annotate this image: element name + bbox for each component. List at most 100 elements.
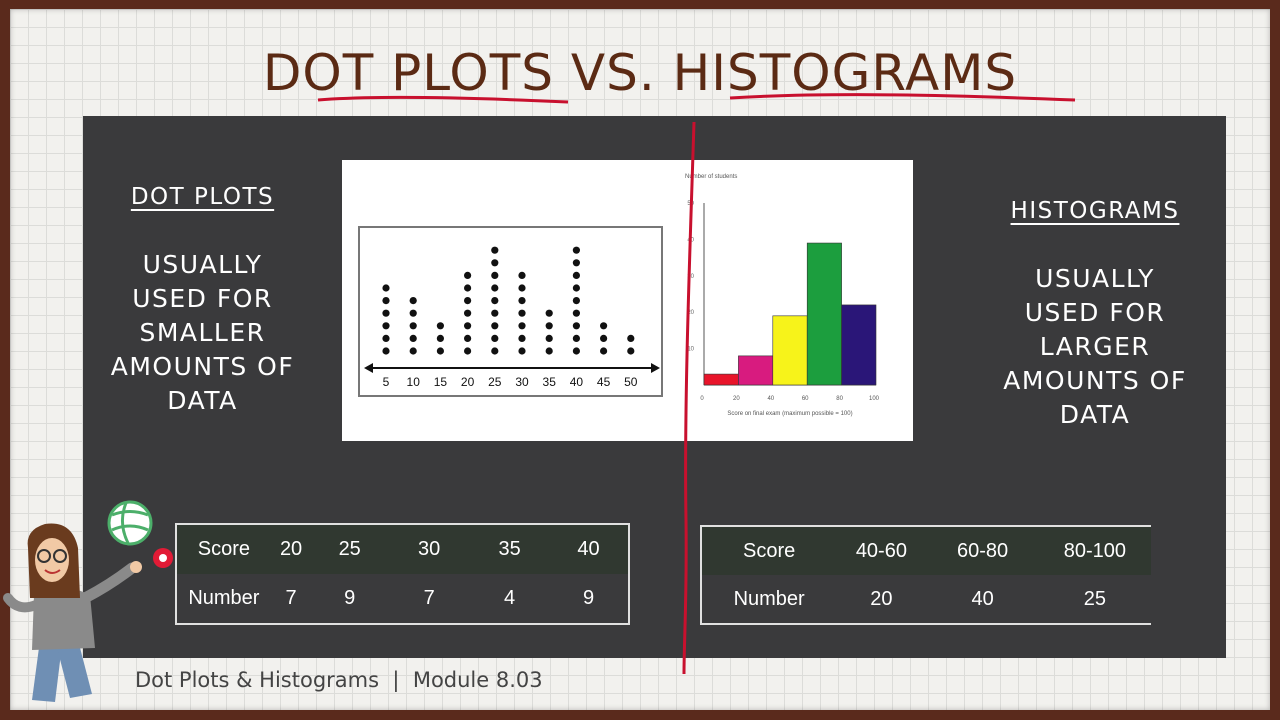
dot-plot-point <box>545 334 553 342</box>
histogram-bar <box>806 242 842 386</box>
dot-plot-point <box>545 347 553 355</box>
dot-plot-tick-label: 30 <box>515 375 529 389</box>
table-cell: 35 <box>470 525 550 574</box>
dot-plot-point <box>518 284 526 292</box>
dot-plot-point <box>627 334 635 342</box>
dot-plot-point <box>491 309 499 317</box>
dot-plot-point <box>572 271 580 279</box>
table-cell: Number <box>177 574 271 623</box>
dot-plot-tick-label: 15 <box>434 375 448 389</box>
table-row: Number 20 40 25 <box>701 575 1151 624</box>
dot-plot-point <box>491 271 499 279</box>
dot-plot-point <box>572 347 580 355</box>
table-cell: Score <box>177 525 271 574</box>
dot-plot-tick-label: 20 <box>461 375 475 389</box>
table-cell: 80-100 <box>1038 526 1151 575</box>
histogram-y-tick-label: 20 <box>687 310 694 316</box>
dot-plot-point <box>518 309 526 317</box>
dot-plot-point <box>464 297 472 305</box>
dot-plot-point <box>464 322 472 330</box>
dot-plot-point <box>491 259 499 267</box>
dot-plots-heading: DOT PLOTS <box>130 184 275 210</box>
histogram-y-tick-label: 10 <box>687 347 694 353</box>
histogram-x-tick-label: 40 <box>767 396 774 402</box>
table-header-row: Score 20 25 30 35 40 <box>177 525 628 574</box>
histogram-xlabel: Score on final exam (maximum possible = … <box>727 411 852 417</box>
dot-plot-point <box>409 322 417 330</box>
dot-plot-point <box>382 347 390 355</box>
page-title: DOT PLOTS VS. HISTOGRAMS <box>262 44 1018 102</box>
dot-plot-point <box>491 322 499 330</box>
dot-plot-point <box>409 347 417 355</box>
histogram-x-tick-label: 0 <box>700 396 704 402</box>
table-row: Number 7 9 7 4 9 <box>177 574 628 623</box>
dot-plot-point <box>464 309 472 317</box>
dot-plot-tick-label: 35 <box>543 375 557 389</box>
dot-plot-tick-label: 10 <box>407 375 421 389</box>
dot-plot-point <box>600 334 608 342</box>
histogram-ylabel: Number of students <box>685 174 737 180</box>
dot-plot-frame <box>358 226 663 397</box>
dot-plot-point <box>464 347 472 355</box>
dot-plot-point <box>545 309 553 317</box>
table-cell: 40 <box>549 525 628 574</box>
table-cell: 40-60 <box>836 526 927 575</box>
dot-plot-tick-label: 5 <box>383 375 390 389</box>
histogram-y-tick-label: 50 <box>687 201 694 207</box>
dot-plot-point <box>491 297 499 305</box>
table-cell: 40 <box>926 575 1039 624</box>
dot-plot-point <box>464 284 472 292</box>
histogram-bar <box>703 373 739 386</box>
histogram-table: Score 40-60 60-80 80-100 Number 20 40 25 <box>700 525 1151 625</box>
dot-plot-point <box>627 347 635 355</box>
dot-plot-point <box>382 297 390 305</box>
dot-plot-point <box>464 271 472 279</box>
dot-plot-point <box>572 284 580 292</box>
table-cell: Number <box>701 575 837 624</box>
dot-plot-point <box>491 334 499 342</box>
dot-plot-point <box>545 322 553 330</box>
table-cell: 25 <box>1038 575 1151 624</box>
histogram-y-tick-label: 40 <box>687 237 694 243</box>
dot-plot-tick-label: 50 <box>624 375 638 389</box>
histogram-bar <box>772 315 808 386</box>
dot-plot-point <box>464 334 472 342</box>
histogram-x-tick-label: 100 <box>869 396 880 402</box>
histogram-y-tick-label: 30 <box>687 274 694 280</box>
table-cell: 25 <box>311 525 389 574</box>
dot-plot-point <box>572 334 580 342</box>
dot-plot-point <box>518 297 526 305</box>
dot-plot-point <box>491 284 499 292</box>
table-cell: 7 <box>270 574 312 623</box>
dot-plots-description: USUALLY USED FOR SMALLER AMOUNTS OF DATA <box>110 250 295 415</box>
dot-plot-point <box>436 347 444 355</box>
dot-plot-point <box>491 246 499 254</box>
table-cell: 30 <box>388 525 471 574</box>
dot-plot-point <box>409 309 417 317</box>
dot-plot-point <box>600 347 608 355</box>
axis-arrow-right <box>651 363 660 373</box>
dot-plot-point <box>600 322 608 330</box>
axis-arrow-left <box>364 363 373 373</box>
dot-plot-point <box>436 322 444 330</box>
dot-plot-point <box>382 322 390 330</box>
dot-plot-tick-label: 45 <box>597 375 611 389</box>
footer-caption: Dot Plots & Histograms | Module 8.03 <box>135 668 543 692</box>
dot-plot-point <box>518 322 526 330</box>
dot-plot-point <box>382 309 390 317</box>
dot-plot-point <box>572 259 580 267</box>
table-cell: 7 <box>388 574 471 623</box>
dot-plot-point <box>436 334 444 342</box>
dot-plot-point <box>382 334 390 342</box>
histogram-bar <box>841 304 877 386</box>
dot-plot-point <box>409 334 417 342</box>
dot-plot-point <box>572 322 580 330</box>
table-header-row: Score 40-60 60-80 80-100 <box>701 526 1151 575</box>
histogram-x-tick-label: 80 <box>836 396 843 402</box>
table-cell: 20 <box>836 575 927 624</box>
table-cell: 4 <box>470 574 550 623</box>
table-cell: 60-80 <box>926 526 1039 575</box>
dot-plot-table: Score 20 25 30 35 40 Number 7 9 7 4 9 <box>175 523 630 625</box>
dot-plot-point <box>572 297 580 305</box>
histograms-description: USUALLY USED FOR LARGER AMOUNTS OF DATA <box>1003 264 1187 429</box>
